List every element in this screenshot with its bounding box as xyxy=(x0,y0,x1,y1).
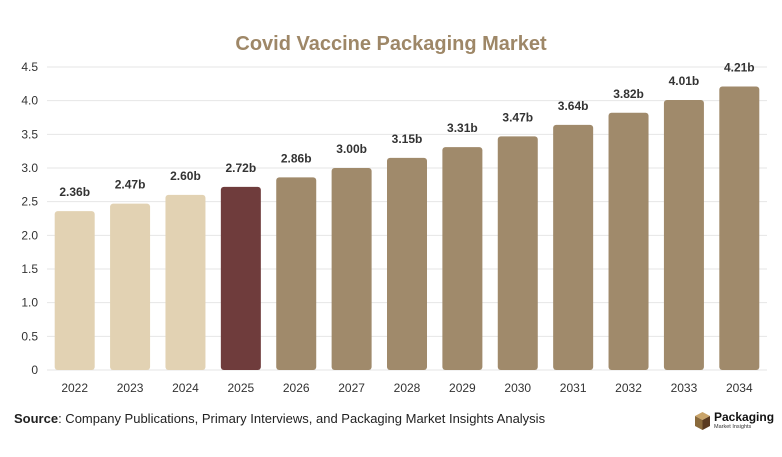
data-label: 4.21b xyxy=(724,61,755,75)
x-tick-label: 2032 xyxy=(615,381,642,395)
data-label: 2.36b xyxy=(59,185,90,199)
x-tick-label: 2033 xyxy=(671,381,698,395)
x-tick-label: 2029 xyxy=(449,381,476,395)
x-tick-label: 2024 xyxy=(172,381,199,395)
bar-chart: 00.51.01.52.02.53.03.54.04.5 2.36b2.47b2… xyxy=(21,60,767,395)
data-label: 2.60b xyxy=(170,169,201,183)
data-label: 3.31b xyxy=(447,121,478,135)
y-tick-label: 3.5 xyxy=(21,127,38,141)
package-box-icon xyxy=(695,412,710,430)
bar-2027 xyxy=(331,168,372,370)
y-tick-label: 2.5 xyxy=(21,195,38,209)
y-tick-label: 1.0 xyxy=(21,296,38,310)
logo-name: Packaging xyxy=(714,410,775,424)
company-logo: Packaging Market Insights xyxy=(694,409,774,435)
y-axis-ticks: 0 0.5 1.0 1.5 2.0 2.5 3.0 3.5 4.0 4.5 xyxy=(21,60,38,377)
y-tick-label: 4.5 xyxy=(21,60,38,74)
x-tick-label: 2022 xyxy=(61,381,88,395)
x-tick-label: 2034 xyxy=(726,381,753,395)
data-label: 3.00b xyxy=(336,142,367,156)
y-tick-label: 0 xyxy=(31,363,38,377)
logo-subtitle: Market Insights xyxy=(714,424,752,430)
chart-title: Covid Vaccine Packaging Market xyxy=(235,33,547,55)
bar-2034 xyxy=(719,86,760,370)
data-label: 3.64b xyxy=(558,99,589,113)
bars xyxy=(54,86,760,370)
bar-2033 xyxy=(663,99,704,370)
y-tick-label: 0.5 xyxy=(21,329,38,343)
y-tick-label: 3.0 xyxy=(21,161,38,175)
data-label: 2.86b xyxy=(281,151,312,165)
data-label: 2.72b xyxy=(226,161,257,175)
bar-2032 xyxy=(608,112,649,370)
data-label: 3.15b xyxy=(392,132,423,146)
x-tick-label: 2030 xyxy=(504,381,531,395)
x-tick-label: 2031 xyxy=(560,381,587,395)
bar-2030 xyxy=(497,136,538,370)
x-tick-label: 2025 xyxy=(227,381,254,395)
data-label: 3.47b xyxy=(502,110,533,124)
y-tick-label: 2.0 xyxy=(21,228,38,242)
data-label: 3.82b xyxy=(613,87,644,101)
data-labels: 2.36b 2.47b 2.60b 2.72b 2.86b 3.00b 3.15b 3.31b… xyxy=(59,61,754,200)
y-tick-label: 1.5 xyxy=(21,262,38,276)
source-label: Source xyxy=(14,411,59,426)
x-tick-label: 2027 xyxy=(338,381,365,395)
bar-2024 xyxy=(165,194,206,370)
x-tick-label: 2023 xyxy=(117,381,144,395)
bar-2031 xyxy=(553,124,594,370)
bar-2025 xyxy=(220,186,261,370)
source-text: : Company Publications, Primary Intervie… xyxy=(58,411,546,426)
source-note: Source: Company Publications, Primary In… xyxy=(14,411,545,426)
x-tick-label: 2026 xyxy=(283,381,310,395)
x-axis-ticks: 2022 2023 2024 2025 2026 2027 2028 2029 2030 2031… xyxy=(61,381,753,395)
y-tick-label: 4.0 xyxy=(21,94,38,108)
data-label: 4.01b xyxy=(669,74,700,88)
bar-2028 xyxy=(387,157,427,370)
bar-2022 xyxy=(54,211,95,370)
bar-2029 xyxy=(442,147,483,370)
bar-2026 xyxy=(276,177,317,370)
x-tick-label: 2028 xyxy=(394,381,421,395)
bar-2023 xyxy=(110,203,151,370)
data-label: 2.47b xyxy=(115,178,146,192)
